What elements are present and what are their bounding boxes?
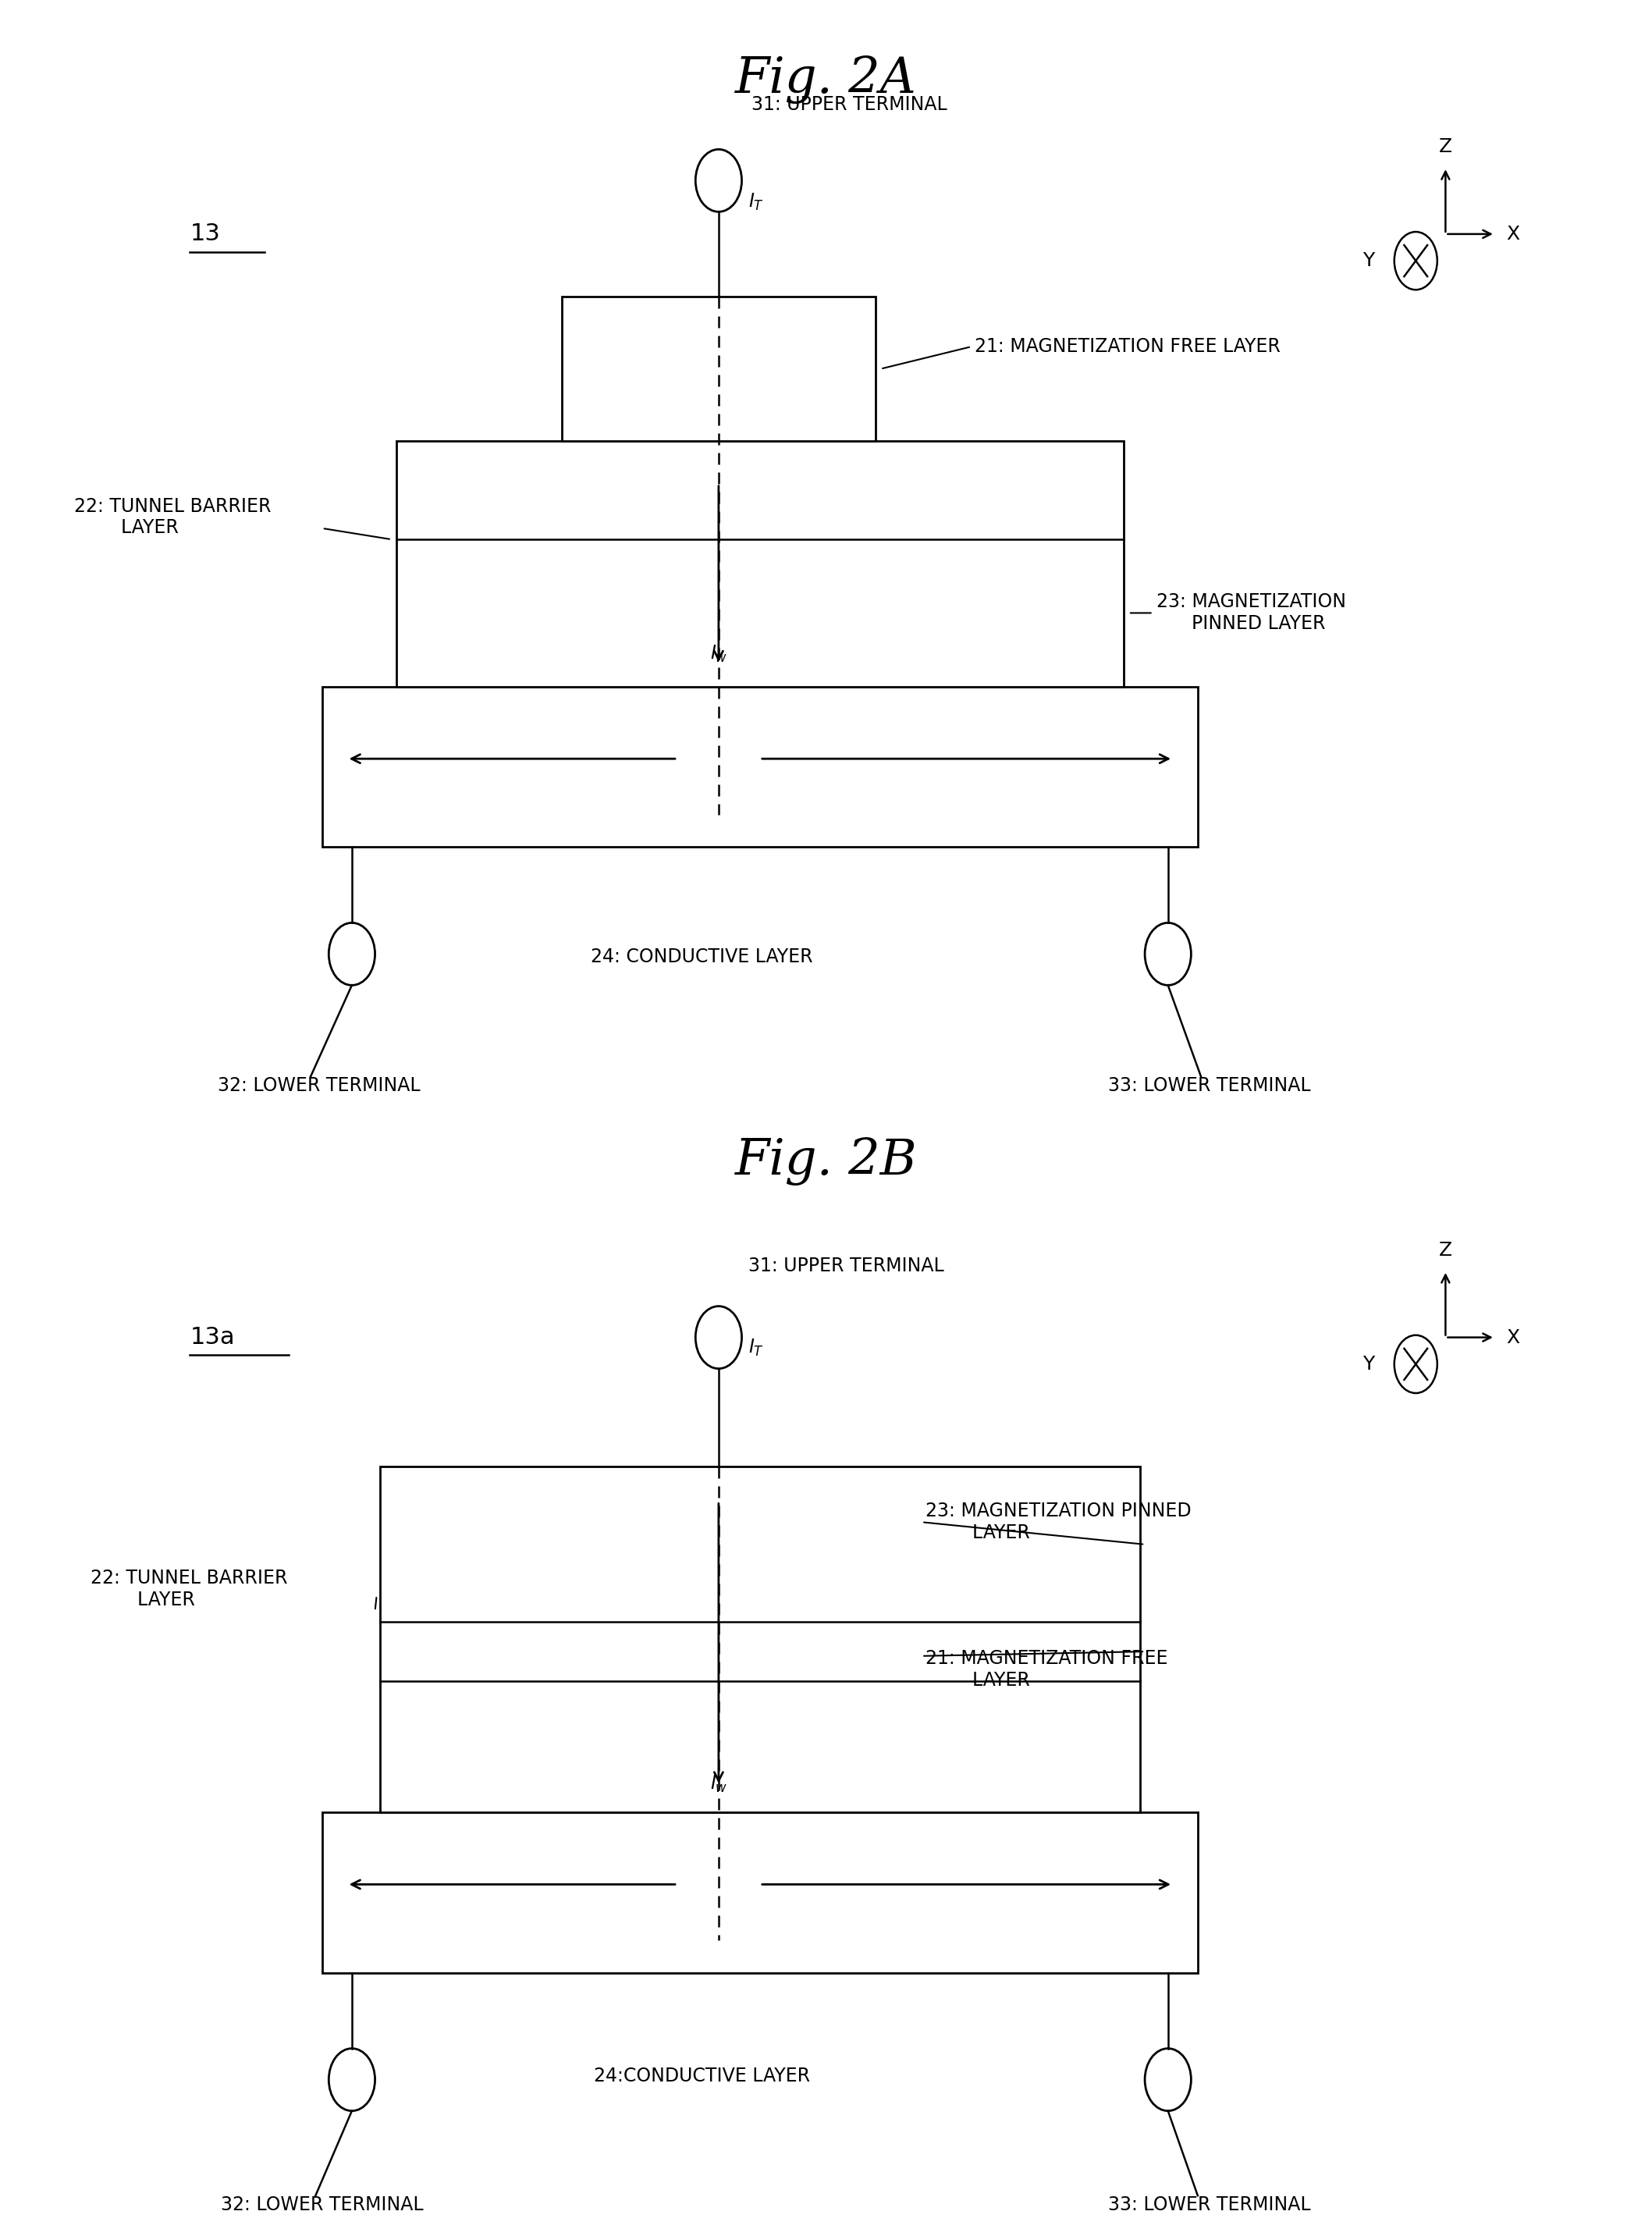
- Text: $I_w$: $I_w$: [710, 1774, 727, 1794]
- Text: Z: Z: [1439, 138, 1452, 156]
- Text: 22: TUNNEL BARRIER
        LAYER: 22: TUNNEL BARRIER LAYER: [74, 497, 271, 537]
- Text: 33: LOWER TERMINAL: 33: LOWER TERMINAL: [1108, 1077, 1310, 1094]
- Bar: [562, 296, 876, 441]
- Bar: [396, 441, 1123, 687]
- Text: 31: UPPER TERMINAL: 31: UPPER TERMINAL: [748, 1257, 943, 1275]
- Text: 32: LOWER TERMINAL: 32: LOWER TERMINAL: [218, 1077, 420, 1094]
- Text: X: X: [1507, 225, 1520, 243]
- Bar: [380, 1467, 1140, 1812]
- Text: Fig. 2A: Fig. 2A: [735, 56, 917, 105]
- Text: 21: MAGNETIZATION FREE LAYER: 21: MAGNETIZATION FREE LAYER: [975, 337, 1280, 357]
- Text: 32: LOWER TERMINAL: 32: LOWER TERMINAL: [221, 2196, 423, 2213]
- Text: $I_T$: $I_T$: [748, 192, 765, 212]
- Text: Y: Y: [1363, 1355, 1374, 1373]
- Text: 23: MAGNETIZATION
      PINNED LAYER: 23: MAGNETIZATION PINNED LAYER: [1156, 593, 1346, 633]
- Text: Z: Z: [1439, 1242, 1452, 1259]
- Bar: [322, 1812, 1198, 1973]
- Text: 24: CONDUCTIVE LAYER: 24: CONDUCTIVE LAYER: [591, 947, 813, 965]
- Text: 13: 13: [190, 223, 220, 245]
- Text: 22: TUNNEL BARRIER
        LAYER: 22: TUNNEL BARRIER LAYER: [91, 1569, 287, 1609]
- Bar: [322, 687, 1198, 847]
- Text: 13a: 13a: [190, 1326, 235, 1349]
- Text: Fig. 2B: Fig. 2B: [735, 1137, 917, 1186]
- Text: 31: UPPER TERMINAL: 31: UPPER TERMINAL: [752, 96, 947, 114]
- Text: X: X: [1507, 1328, 1520, 1346]
- Text: 33: LOWER TERMINAL: 33: LOWER TERMINAL: [1108, 2196, 1310, 2213]
- Text: 23: MAGNETIZATION PINNED
        LAYER: 23: MAGNETIZATION PINNED LAYER: [925, 1502, 1191, 1542]
- Text: $I_w$: $I_w$: [710, 644, 727, 664]
- Text: Y: Y: [1363, 252, 1374, 270]
- Text: 24:CONDUCTIVE LAYER: 24:CONDUCTIVE LAYER: [595, 2066, 809, 2084]
- Text: $I_T$: $I_T$: [748, 1337, 765, 1357]
- Text: 21: MAGNETIZATION FREE
        LAYER: 21: MAGNETIZATION FREE LAYER: [925, 1649, 1168, 1690]
